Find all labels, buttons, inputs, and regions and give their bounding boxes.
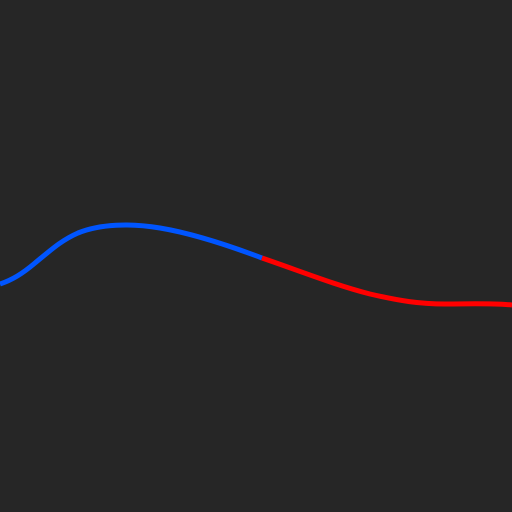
curve-segment-right [261,255,512,308]
curve-segment-left [0,222,263,287]
